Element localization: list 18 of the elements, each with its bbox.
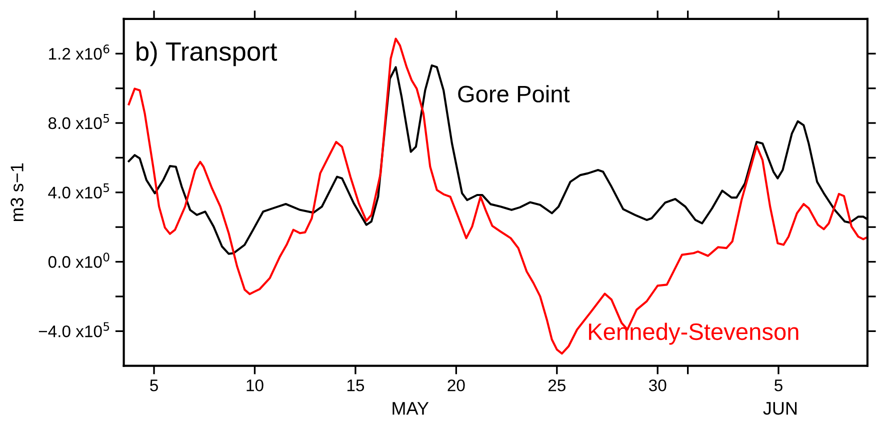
series-label: Kennedy-Stevenson	[589, 322, 798, 345]
y-tick-label: 4.0 x10$^{5}$	[48, 183, 110, 198]
x-tick-label: 5	[774, 380, 782, 392]
x-tick-label: 30	[648, 379, 666, 392]
x-tick-label: 10	[246, 379, 264, 392]
series-label: Gore Point	[458, 85, 570, 102]
text: JUN	[763, 402, 797, 415]
x-tick-label: 5	[150, 380, 158, 392]
y-axis-title: m3 s−1	[10, 163, 24, 222]
text: b) Transport	[136, 41, 278, 66]
x-tick-label: 25	[548, 379, 566, 392]
y-tick-label: 1.2 x10$^{6}$	[49, 44, 110, 60]
text: MAY	[392, 402, 429, 415]
y-tick-label: 8.0 x10$^{5}$	[48, 114, 110, 130]
x-tick-label: 15	[347, 380, 364, 392]
y-tick-label: 0.0 x10$^{0}$	[48, 252, 110, 268]
y-tick-label: −4.0 x10$^{5}$	[38, 322, 110, 338]
x-tick-label: 20	[448, 379, 465, 392]
